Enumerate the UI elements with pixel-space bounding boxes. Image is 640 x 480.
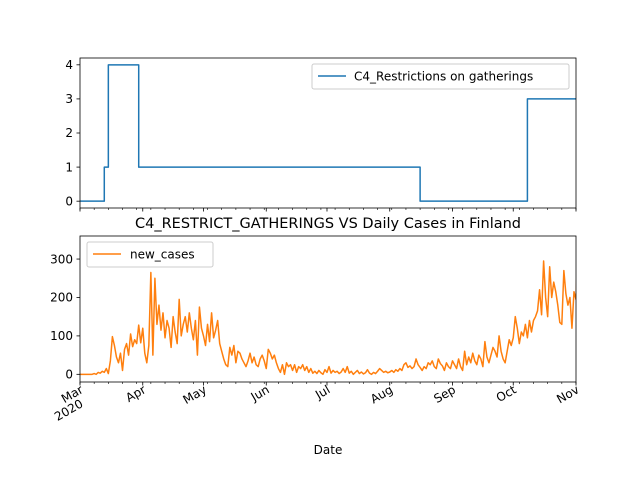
top-series-layer: [80, 64, 576, 202]
bottom-x-axis-label: Date: [314, 443, 343, 457]
top-y-tick-label: 2: [65, 126, 73, 140]
bottom-y-tick-label: 300: [50, 252, 73, 266]
top-series-line: [80, 64, 576, 202]
top-x-axis: [79, 208, 577, 212]
top-y-tick-label: 3: [65, 92, 73, 106]
bottom-legend-label: new_cases: [130, 248, 195, 262]
bottom-chart-title: C4_RESTRICT_GATHERINGS VS Daily Cases in…: [135, 216, 521, 232]
bottom-y-axis: 0 100 200 300: [50, 252, 80, 382]
top-y-tick-label: 4: [65, 58, 73, 72]
top-y-tick-label: 1: [65, 160, 73, 174]
top-legend-label: C4_Restrictions on gatherings: [354, 70, 533, 84]
top-legend-box: [311, 63, 570, 90]
top-legend: C4_Restrictions on gatherings: [311, 63, 570, 90]
bottom-y-tick-label: 0: [65, 368, 73, 382]
top-chart: 0 1 2 3 4 C4_Restrictions on gatherings: [65, 57, 577, 212]
bottom-x-tick-label: Jul: [312, 382, 332, 402]
top-y-tick-label: 0: [65, 194, 73, 208]
bottom-legend: new_cases: [86, 241, 214, 268]
bottom-y-tick-label: 100: [50, 329, 73, 343]
top-y-axis: 0 1 2 3 4: [65, 58, 80, 208]
bottom-series-line: [80, 260, 576, 376]
bottom-legend-box: [86, 241, 214, 268]
bottom-series-layer: [80, 260, 576, 376]
bottom-axes-frame: [79, 235, 577, 383]
bottom-y-tick-label: 200: [50, 291, 73, 305]
